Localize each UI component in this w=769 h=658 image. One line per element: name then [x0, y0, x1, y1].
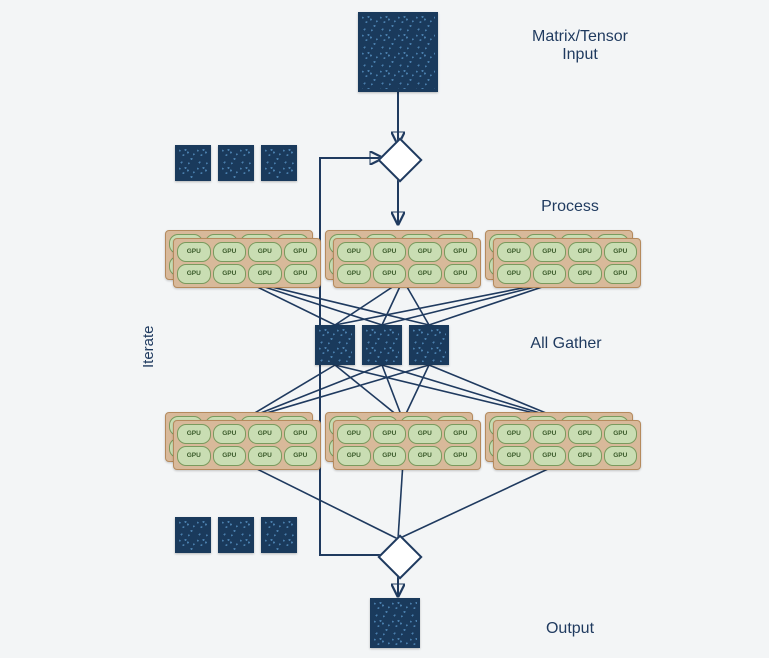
gpu-chip: GPU	[213, 446, 247, 466]
gpu-chip: GPU	[284, 446, 318, 466]
tensor-small-bottom-2	[261, 517, 297, 553]
tensor-output	[370, 598, 420, 648]
gpu-chip: GPU	[408, 424, 442, 444]
gpu-chip: GPU	[213, 242, 247, 262]
diamond-bottom	[377, 534, 422, 579]
gpu-chip: GPU	[177, 242, 211, 262]
gpu-chip: GPU	[337, 424, 371, 444]
gpu-chip: GPU	[248, 446, 282, 466]
label-input: Matrix/TensorInput	[500, 28, 660, 64]
gpu-chip: GPU	[177, 264, 211, 284]
gpu-chip: GPU	[337, 264, 371, 284]
gpu-chip: GPU	[248, 264, 282, 284]
gpu-chip: GPU	[408, 264, 442, 284]
gpu-chip: GPU	[284, 424, 318, 444]
gpu-chip: GPU	[337, 446, 371, 466]
gpu-bottom-0-front: GPUGPUGPUGPUGPUGPUGPUGPU	[173, 420, 321, 470]
gpu-chip: GPU	[373, 242, 407, 262]
gpu-chip: GPU	[444, 424, 478, 444]
gpu-chip: GPU	[533, 264, 567, 284]
gpu-chip: GPU	[568, 424, 602, 444]
gpu-chip: GPU	[568, 264, 602, 284]
gpu-chip: GPU	[497, 424, 531, 444]
gpu-chip: GPU	[337, 242, 371, 262]
gpu-chip: GPU	[373, 424, 407, 444]
gpu-chip: GPU	[533, 446, 567, 466]
gpu-chip: GPU	[497, 264, 531, 284]
gpu-chip: GPU	[497, 446, 531, 466]
gpu-chip: GPU	[604, 264, 638, 284]
label-allgather: All Gather	[506, 335, 626, 353]
gpu-chip: GPU	[444, 242, 478, 262]
gpu-chip: GPU	[568, 446, 602, 466]
label-output: Output	[510, 620, 630, 638]
gpu-chip: GPU	[213, 264, 247, 284]
gpu-chip: GPU	[248, 424, 282, 444]
gpu-chip: GPU	[604, 446, 638, 466]
gpu-chip: GPU	[248, 242, 282, 262]
gpu-bottom-1-front: GPUGPUGPUGPUGPUGPUGPUGPU	[333, 420, 481, 470]
gpu-top-2-front: GPUGPUGPUGPUGPUGPUGPUGPU	[493, 238, 641, 288]
tensor-gather-0	[315, 325, 355, 365]
tensor-input	[358, 12, 438, 92]
tensor-gather-1	[362, 325, 402, 365]
gpu-chip: GPU	[604, 424, 638, 444]
gpu-chip: GPU	[533, 242, 567, 262]
diamond-top	[377, 137, 422, 182]
gpu-chip: GPU	[444, 264, 478, 284]
gpu-chip: GPU	[604, 242, 638, 262]
gpu-top-1-front: GPUGPUGPUGPUGPUGPUGPUGPU	[333, 238, 481, 288]
gpu-chip: GPU	[177, 446, 211, 466]
tensor-gather-2	[409, 325, 449, 365]
tensor-small-top-2	[261, 145, 297, 181]
tensor-small-bottom-1	[218, 517, 254, 553]
gpu-chip: GPU	[533, 424, 567, 444]
gpu-top-0-front: GPUGPUGPUGPUGPUGPUGPUGPU	[173, 238, 321, 288]
gpu-chip: GPU	[373, 446, 407, 466]
gpu-chip: GPU	[373, 264, 407, 284]
gpu-chip: GPU	[408, 242, 442, 262]
gpu-chip: GPU	[284, 242, 318, 262]
gpu-chip: GPU	[497, 242, 531, 262]
tensor-small-bottom-0	[175, 517, 211, 553]
gpu-chip: GPU	[568, 242, 602, 262]
gpu-chip: GPU	[284, 264, 318, 284]
gpu-chip: GPU	[444, 446, 478, 466]
gpu-chip: GPU	[177, 424, 211, 444]
gpu-chip: GPU	[213, 424, 247, 444]
label-iterate: Iterate	[140, 325, 157, 368]
tensor-small-top-0	[175, 145, 211, 181]
tensor-small-top-1	[218, 145, 254, 181]
label-process: Process	[510, 198, 630, 216]
gpu-chip: GPU	[408, 446, 442, 466]
gpu-bottom-2-front: GPUGPUGPUGPUGPUGPUGPUGPU	[493, 420, 641, 470]
